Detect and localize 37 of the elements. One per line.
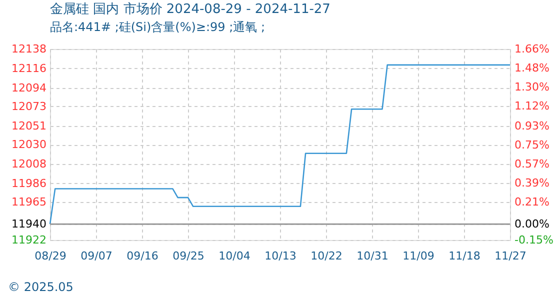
x-tick-label: 11/09 [402, 250, 434, 262]
y2-tick-label: 0.00% [514, 218, 550, 231]
chart-subtitle: 品名:441# ;硅(Si)含量(%)≥:99 ;通氧 ; [50, 20, 266, 34]
y-tick-label: 12138 [12, 42, 46, 56]
y2-tick-label: 0.93% [514, 120, 550, 133]
y2-tick-label: 1.30% [514, 80, 550, 94]
x-tick-label: 10/22 [310, 250, 342, 262]
y2-tick-label: 0.57% [514, 158, 550, 171]
y-tick-label: 12008 [12, 157, 46, 170]
y-tick-label: 11965 [12, 195, 46, 208]
y-tick-label: 11922 [12, 234, 46, 246]
x-tick-label: 08/29 [34, 250, 66, 262]
y2-tick-label: 0.75% [514, 138, 550, 152]
y2-tick-label: 0.39% [514, 176, 550, 190]
x-tick-label: 09/25 [172, 250, 204, 262]
y-tick-label: 11940 [12, 218, 46, 231]
y2-tick-label: 1.66% [514, 42, 550, 56]
y2-tick-label: 0.21% [514, 196, 550, 209]
y2-tick-label: -0.15% [514, 234, 554, 246]
x-tick-label: 11/27 [494, 250, 526, 262]
x-tick-label: 10/13 [264, 250, 296, 262]
text: © 2025.05 [8, 280, 74, 294]
y-tick-label: 12116 [12, 62, 46, 75]
x-tick-label: 10/04 [218, 250, 250, 262]
x-tick-label: 09/07 [80, 250, 112, 262]
y-tick-label: 11986 [12, 176, 46, 190]
y-tick-label: 12094 [12, 81, 46, 94]
chart-title: 金属硅 国内 市场价 2024-08-29 - 2024-11-27 [50, 2, 330, 17]
x-tick-label: 10/31 [356, 250, 388, 262]
y2-tick-label: 1.12% [514, 99, 550, 112]
y-tick-label: 12073 [12, 100, 46, 113]
line-series [49, 64, 511, 225]
y2-tick-label: 1.48% [514, 61, 550, 74]
y-tick-label: 12051 [12, 119, 46, 132]
x-tick-label: 11/18 [448, 250, 480, 262]
x-tick-label: 09/16 [126, 250, 158, 262]
y-tick-label: 12030 [12, 138, 46, 151]
